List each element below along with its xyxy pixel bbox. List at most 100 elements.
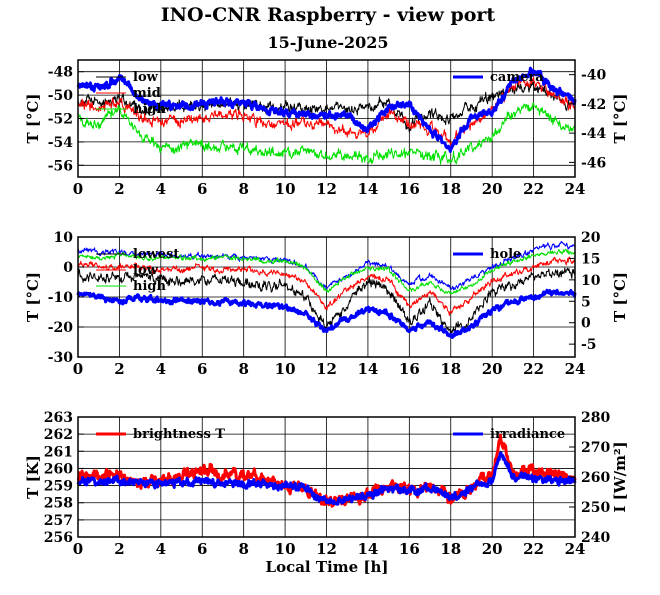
legend-label: brightness T [133,427,225,442]
y-axis-label: T [°C] [24,93,42,143]
y-tick-label: 259 [44,479,73,495]
panel-1: 0 2 4 6 8 10 12 14 16 18 20 22 24-56-54-52-50-48-46-… [24,59,629,198]
y-right-tick-label: -5 [581,337,597,353]
y-tick-label: -30 [48,350,74,366]
y-tick-label: -48 [48,65,73,81]
y-tick-label: -50 [48,88,74,104]
y-right-axis-label: T [°C] [611,272,629,322]
legend-label: hole [490,247,521,262]
x-tick-label: 18 [440,180,461,198]
y-right-tick-label: 280 [581,410,610,426]
series-line-low [77,256,576,316]
legend-label: camera [490,70,544,85]
x-tick-label: 10 [275,180,296,198]
x-tick-label: 20 [482,540,503,558]
x-tick-label: 16 [399,180,420,198]
y-tick-label: 263 [44,410,73,426]
y-tick-label: 10 [54,230,74,246]
y-right-tick-label: 250 [581,500,610,516]
chart-subtitle: 15-June-2025 [267,33,388,52]
series-line-camera [76,66,577,153]
x-tick-label: 12 [316,540,337,558]
y-right-tick-label: 0 [581,316,591,332]
legend-label: high [133,102,166,117]
y-tick-label: 261 [44,444,73,460]
x-tick-label: 14 [357,540,378,558]
y-right-axis-label: T [°C] [611,93,629,143]
series-line-irradiance [76,451,577,506]
series-line-hole [76,288,577,339]
y-tick-label: 262 [44,427,73,443]
y-tick-label: 257 [44,513,73,529]
x-tick-label: 4 [156,180,166,198]
x-tick-label: 0 [73,180,83,198]
y-right-tick-label: 260 [581,470,610,486]
series-line-low [77,81,576,133]
y-tick-label: 256 [44,530,73,546]
x-tick-label: 22 [523,540,544,558]
x-tick-label: 0 [73,360,83,378]
y-right-tick-label: -46 [581,155,606,171]
x-tick-label: 0 [73,540,83,558]
x-tick-label: 6 [197,540,207,558]
y-right-tick-label: -42 [581,97,606,113]
x-tick-label: 20 [482,360,503,378]
y-tick-label: -20 [48,320,74,336]
x-tick-label: 18 [440,540,461,558]
series-line-high [77,248,576,295]
x-tick-label: 12 [316,360,337,378]
x-tick-label: 24 [565,180,586,198]
legend-label: mid [133,86,161,101]
x-tick-label: 6 [197,180,207,198]
y-right-tick-label: -44 [581,126,607,142]
x-tick-label: 20 [482,180,503,198]
y-tick-label: 260 [44,461,73,477]
x-tick-label: 22 [523,360,544,378]
series-line-lowest [77,267,576,335]
x-tick-label: 16 [399,540,420,558]
x-tick-label: 24 [565,540,586,558]
series-line-extra [77,240,576,291]
y-tick-label: 258 [44,496,73,512]
x-tick-label: 2 [114,180,124,198]
panel-3: 0 2 4 6 8 10 12 14 16 18 20 22 242562572582592602612… [24,410,629,558]
x-tick-label: 6 [197,360,207,378]
y-tick-label: -10 [48,290,74,306]
legend-label: lowest [133,247,179,262]
x-tick-label: 8 [238,360,248,378]
y-tick-label: -54 [48,135,74,151]
legend-label: low [133,263,159,278]
y-axis-label: T [K] [24,455,42,499]
x-tick-label: 18 [440,360,461,378]
series-line-high [77,102,576,165]
x-tick-label: 8 [238,180,248,198]
y-right-tick-label: 15 [581,251,600,267]
x-tick-label: 22 [523,180,544,198]
y-right-tick-label: 20 [581,230,601,246]
y-tick-label: 0 [63,260,73,276]
legend-label: irradiance [490,427,565,442]
y-right-tick-label: -40 [581,68,607,84]
x-tick-label: 14 [357,360,378,378]
y-tick-label: -52 [48,112,73,128]
x-tick-label: 16 [399,360,420,378]
y-right-tick-label: 270 [581,440,610,456]
y-right-tick-label: 5 [581,294,591,310]
x-tick-label: 14 [357,180,378,198]
legend-label: high [133,279,166,294]
x-axis-label: Local Time [h] [266,558,389,576]
chart-title: INO-CNR Raspberry - view port [161,4,496,26]
x-tick-label: 10 [275,540,296,558]
x-tick-label: 24 [565,360,586,378]
legend-label: low [133,70,159,85]
x-tick-label: 2 [114,360,124,378]
x-tick-label: 12 [316,180,337,198]
x-tick-label: 2 [114,540,124,558]
series-line-mid [77,74,576,148]
y-axis-label: T [°C] [24,272,42,322]
y-right-axis-label: I [W/m²] [611,441,629,512]
y-tick-label: -56 [48,158,73,174]
x-tick-label: 4 [156,540,166,558]
x-tick-label: 10 [275,360,296,378]
